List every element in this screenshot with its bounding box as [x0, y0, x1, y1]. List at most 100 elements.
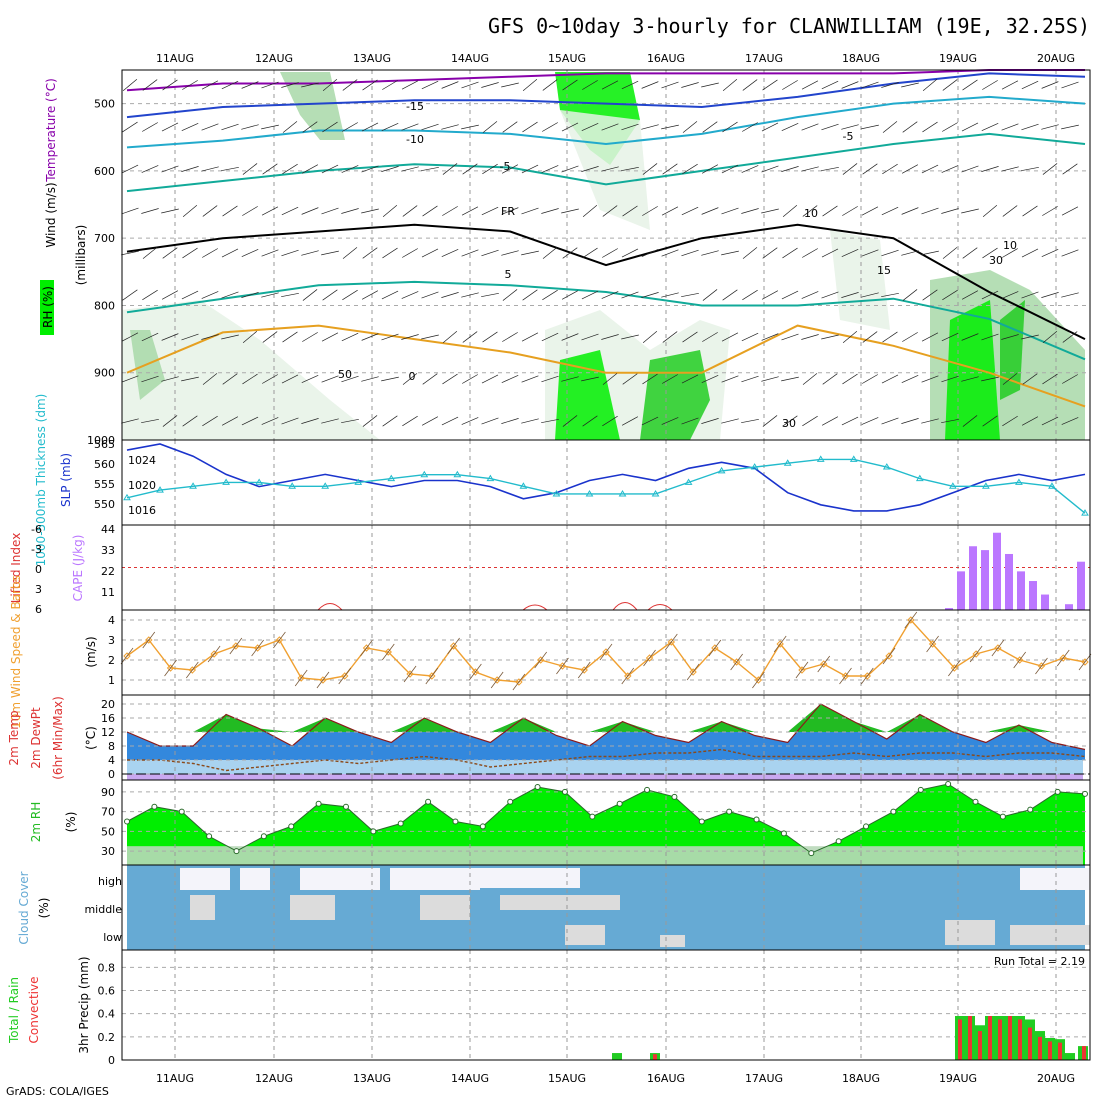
precip-conv-bar-14: [1082, 1046, 1086, 1060]
upper-wind-barb: [721, 332, 739, 342]
upper-wind-barb: [561, 165, 579, 173]
upper-wind-barb: [942, 122, 958, 132]
upper-wind-barb: [1022, 373, 1038, 385]
cloud-block-13: [660, 935, 685, 947]
upper-wind-barb: [661, 292, 679, 298]
wind-barb: [621, 667, 635, 685]
x-label-top-9: 20AUG: [1037, 52, 1075, 65]
upper-wind-barb: [921, 164, 939, 174]
upper-wind-barb: [241, 249, 259, 257]
upper-wind-barb: [282, 163, 298, 175]
cloud-block-2: [300, 868, 380, 890]
upper-wind-barb: [561, 208, 579, 214]
upper-wind-barb: [222, 205, 238, 217]
upper-wind-barb: [621, 334, 639, 340]
precip-conv-bar-2: [958, 1019, 962, 1060]
upper-wind-barb: [901, 82, 919, 88]
upper-wind-barb: [461, 124, 479, 130]
wind-speed-marker: [428, 672, 436, 680]
slp-ltick-1: 560: [94, 458, 115, 471]
upper-wind-barb: [741, 375, 759, 383]
upper-wind-barb: [542, 122, 558, 132]
upper-wind-barb: [701, 418, 719, 424]
precip-ytick-4: 0: [108, 1054, 115, 1067]
x-label-bottom-9: 20AUG: [1037, 1072, 1075, 1085]
rh-marker: [863, 823, 870, 830]
precip-frame: [121, 949, 1091, 1061]
upper-ylabel-temp: Temperature (°C): [44, 78, 58, 183]
cloud-level-2: low: [103, 931, 122, 944]
upper-wind-barb: [441, 416, 459, 426]
x-label-top-5: 16AUG: [647, 52, 685, 65]
upper-wind-barb: [1042, 206, 1058, 216]
panels-layer: 11AUG 11AUG 12AUG 12AUG 13AUG 13AUG 14AUG 14AUG…: [7, 52, 1092, 1085]
upper-wind-barb: [442, 206, 458, 216]
wind-barb: [403, 665, 417, 683]
wind-barb: [860, 667, 874, 685]
upper-wind-barb: [742, 289, 758, 301]
upper-wind-barb: [662, 374, 678, 384]
rh-marker: [124, 818, 130, 825]
upper-wind-barb: [721, 207, 739, 215]
upper-wind-barb: [402, 373, 418, 385]
upper-wind-barb: [501, 375, 519, 383]
rh-marker: [917, 786, 924, 793]
upper-wind-barb: [342, 289, 358, 301]
rh-marker: [835, 838, 842, 845]
upper-wind-barb: [421, 80, 439, 90]
upper-wind-barb: [882, 121, 898, 133]
upper-wind-barb: [182, 415, 198, 427]
wind-barb: [338, 667, 352, 685]
upper-wind-barb: [762, 247, 778, 259]
wind-barb: [207, 645, 221, 663]
upper-wind-barb: [282, 331, 298, 343]
wind-barb: [577, 661, 591, 679]
upper-wind-barb: [501, 250, 519, 256]
upper-wind-barb: [722, 289, 738, 301]
upper-wind-barb: [742, 79, 758, 91]
upper-wind-barb: [941, 208, 959, 214]
upper-wind-barb: [762, 79, 778, 91]
wind-barb: [1078, 653, 1092, 671]
upper-wind-barb: [901, 418, 919, 424]
rh-ytick-2: 50: [101, 825, 115, 838]
wind-speed-marker: [145, 636, 153, 644]
upper-wind-barb: [862, 163, 878, 175]
contour-label-10: 50: [338, 368, 352, 381]
precip-total-bar-0: [612, 1053, 622, 1060]
upper-wind-barb: [122, 289, 138, 301]
upper-wind-barb: [502, 289, 518, 301]
upper-wind-barb: [482, 121, 498, 133]
upper-wind-barb: [181, 290, 199, 300]
upper-wind-barb: [581, 376, 599, 382]
upper-wind-barb: [721, 164, 739, 174]
wind-speed-marker: [406, 670, 414, 678]
thickness-marker: [849, 455, 858, 462]
rh-ylabel: 2m RH: [29, 802, 43, 843]
upper-wind-barb: [861, 249, 879, 257]
upper-wind-barb: [1041, 416, 1059, 426]
rh-marker: [452, 818, 459, 825]
upper-wind-barb: [801, 80, 819, 90]
wind-barb: [839, 667, 852, 685]
li-ltick-3: 3: [35, 583, 42, 596]
rh-marker: [397, 820, 404, 827]
wind-barb: [708, 639, 722, 657]
upper-wind-barb: [901, 207, 919, 215]
upper-wind-barb: [401, 166, 419, 172]
upper-wind-barb: [1021, 291, 1039, 299]
upper-wind-barb: [562, 415, 578, 427]
upper-ytick-0: 500: [94, 98, 115, 111]
upper-wind-barb: [221, 123, 239, 131]
cape-bar-10: [1065, 604, 1073, 610]
upper-wind-barb: [521, 250, 539, 256]
upper-wind-barb: [1041, 292, 1059, 298]
upper-wind-barb: [1022, 205, 1038, 217]
upper-wind-barb: [221, 334, 239, 340]
upper-wind-barb: [202, 415, 218, 427]
x-label-top-7: 18AUG: [842, 52, 880, 65]
wind-speed-marker: [841, 672, 850, 680]
upper-ytick-3: 800: [94, 299, 115, 312]
upper-wind-barb: [582, 204, 598, 218]
wind-barb: [381, 643, 395, 661]
